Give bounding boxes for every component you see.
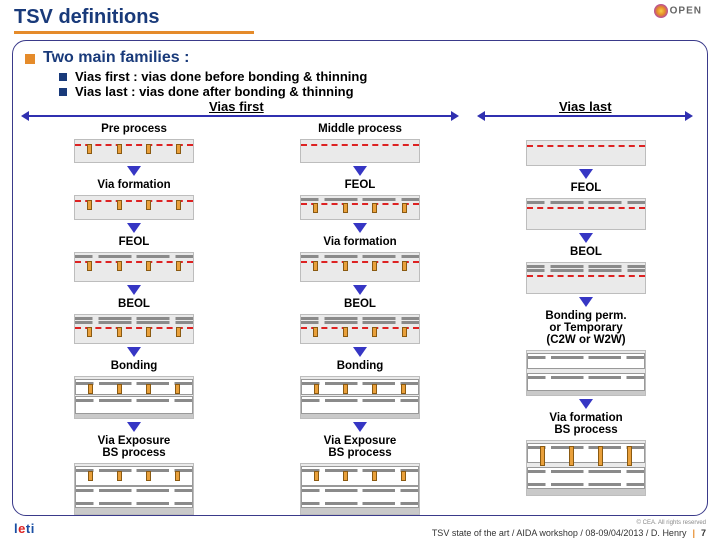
diagram-wafer — [74, 252, 194, 282]
arrow-down-icon — [579, 297, 593, 307]
square-bullet-icon — [59, 88, 67, 96]
bullet-lvl1: Two main families : — [25, 49, 695, 69]
step-label: Pre process — [101, 123, 167, 135]
arrow-down-icon — [353, 285, 367, 295]
square-bullet-icon — [59, 73, 67, 81]
header-vias-first: Vias first — [205, 99, 268, 114]
page-number: 7 — [701, 528, 706, 538]
step-label: BEOL — [570, 246, 602, 258]
arrow-down-icon — [127, 422, 141, 432]
step-label: Bonding perm. or Temporary (C2W or W2W) — [545, 310, 626, 346]
diagram-bonded — [300, 376, 420, 419]
step-label: Bonding — [337, 360, 384, 372]
arrow-down-icon — [353, 223, 367, 233]
bullet-lvl1-text: Two main families : — [43, 49, 189, 67]
col-middle-process: Middle process FEOL Via formation BEOL B… — [251, 123, 469, 515]
diagram-wafer — [300, 139, 420, 163]
bullet-lvl2-text: Vias last : vias done after bonding & th… — [75, 84, 354, 99]
arrow-down-icon — [579, 169, 593, 179]
step-label: BEOL — [344, 298, 376, 310]
footer-sep: | — [692, 528, 695, 538]
content-frame: Two main families : Vias first : vias do… — [12, 40, 708, 516]
process-columns: Pre process Via formation FEOL BEOL — [25, 123, 695, 515]
arrow-down-icon — [127, 166, 141, 176]
step-label: Middle process — [318, 123, 402, 135]
diagram-bonded — [300, 463, 420, 515]
step-label: FEOL — [571, 182, 602, 194]
header-vias-last: Vias last — [555, 99, 616, 114]
arrow-down-icon — [579, 233, 593, 243]
step-label: Via formation — [97, 179, 170, 191]
diagram-bonded — [526, 440, 646, 496]
col-vias-last: FEOL BEOL Bonding perm. or Temporary (C2… — [477, 123, 695, 515]
step-label: FEOL — [345, 179, 376, 191]
bullet-lvl2-1: Vias last : vias done after bonding & th… — [59, 84, 695, 99]
diagram-wafer — [526, 262, 646, 294]
bullet-lvl2-text: Vias first : vias done before bonding & … — [75, 69, 367, 84]
arrow-down-icon — [127, 347, 141, 357]
arrow-down-icon — [127, 223, 141, 233]
arrow-down-icon — [579, 399, 593, 409]
step-label: Via formation — [323, 236, 396, 248]
diagram-wafer — [74, 195, 194, 219]
diagram-wafer — [526, 198, 646, 230]
slide-title: TSV definitions — [14, 6, 706, 29]
title-underline — [14, 31, 254, 34]
diagram-wafer — [300, 314, 420, 344]
col-pre-process: Pre process Via formation FEOL BEOL — [25, 123, 243, 515]
diagram-wafer — [300, 195, 420, 219]
arrow-down-icon — [127, 285, 141, 295]
step-label: Via Exposure BS process — [324, 435, 397, 459]
diagram-wafer — [526, 140, 646, 166]
step-label: BEOL — [118, 298, 150, 310]
arrow-down-icon — [353, 166, 367, 176]
footer-text: TSV state of the art / AIDA workshop / 0… — [432, 528, 687, 538]
open-logo: OPEN — [654, 4, 702, 18]
square-bullet-icon — [25, 54, 35, 64]
footer: TSV state of the art / AIDA workshop / 0… — [0, 528, 720, 538]
step-label: Via formation BS process — [549, 412, 622, 436]
arrow-down-icon — [353, 347, 367, 357]
diagram-wafer — [74, 314, 194, 344]
diagram-wafer — [74, 139, 194, 163]
arrow-down-icon — [353, 422, 367, 432]
diagram-wafer — [300, 252, 420, 282]
column-headers: Vias first Vias last — [25, 101, 695, 121]
title-bar: TSV definitions OPEN — [0, 0, 720, 38]
step-label: Bonding — [111, 360, 158, 372]
copyright: © CEA. All rights reserved — [637, 520, 706, 526]
diagram-bonded — [74, 376, 194, 419]
diagram-bonded — [526, 350, 646, 396]
step-label: FEOL — [119, 236, 150, 248]
diagram-bonded — [74, 463, 194, 515]
bullet-lvl2-0: Vias first : vias done before bonding & … — [59, 69, 695, 84]
step-label: Via Exposure BS process — [98, 435, 171, 459]
